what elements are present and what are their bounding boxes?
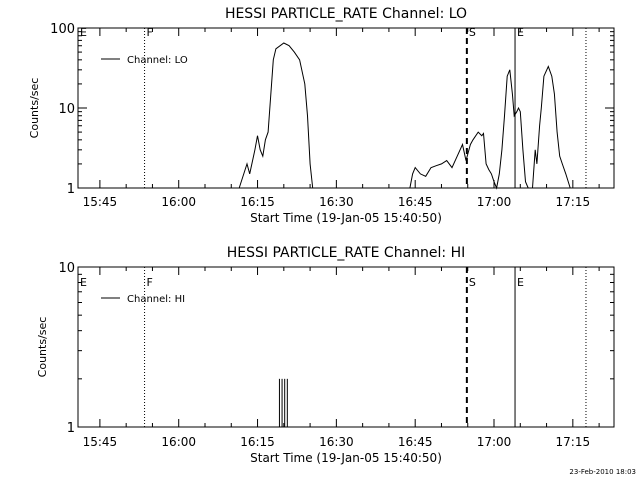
hi-channel-panel: HESSI PARTICLE_RATE Channel: HI Start Tim…	[36, 245, 615, 465]
chart-title: HESSI PARTICLE_RATE Channel: LO	[225, 6, 467, 22]
x-tick-label: 16:45	[398, 435, 433, 449]
plot-timestamp: 23-Feb-2010 18:03	[569, 468, 636, 476]
x-axis-label: Start Time (19-Jan-05 15:40:50)	[250, 451, 442, 465]
y-axis-label: Counts/sec	[36, 317, 49, 378]
x-tick-label: 16:00	[161, 435, 196, 449]
lo-channel-panel: HESSI PARTICLE_RATE Channel: LO Start Tim…	[28, 6, 615, 225]
series-line	[532, 65, 571, 189]
x-tick-label: 17:00	[477, 195, 512, 209]
x-tick-label: 17:00	[477, 435, 512, 449]
event-marker-label: F	[147, 276, 153, 289]
event-marker-label: S	[469, 26, 476, 39]
event-marker-label: E	[80, 276, 87, 289]
event-marker-label: F	[147, 26, 153, 39]
x-tick-label: 16:15	[240, 435, 275, 449]
x-tick-label: 16:15	[240, 195, 275, 209]
x-axis-label: Start Time (19-Jan-05 15:40:50)	[250, 211, 442, 225]
legend-label: Channel: LO	[127, 55, 188, 66]
series-line	[238, 42, 314, 189]
x-tick-label: 16:00	[161, 195, 196, 209]
legend-label: Channel: HI	[127, 294, 185, 305]
chart-title: HESSI PARTICLE_RATE Channel: HI	[227, 245, 465, 261]
x-tick-label: 15:45	[83, 435, 118, 449]
y-tick-label: 10	[58, 102, 75, 117]
x-tick-label: 16:30	[319, 195, 354, 209]
plot-frame	[77, 266, 615, 428]
event-marker-label: E	[517, 26, 524, 39]
plot-frame	[77, 27, 615, 189]
x-tick-label: 16:30	[319, 435, 354, 449]
y-tick-label: 1	[67, 421, 75, 436]
y-tick-label: 100	[50, 22, 75, 37]
event-marker-label: E	[517, 276, 524, 289]
x-tick-label: 17:15	[556, 435, 591, 449]
event-marker-label: S	[469, 276, 476, 289]
x-tick-label: 17:15	[556, 195, 591, 209]
y-tick-label: 10	[58, 261, 75, 276]
x-tick-label: 16:45	[398, 195, 433, 209]
series-line	[409, 69, 529, 190]
y-tick-label: 1	[67, 182, 75, 197]
x-tick-label: 15:45	[83, 195, 118, 209]
event-marker-label: E	[80, 26, 87, 39]
y-axis-label: Counts/sec	[28, 78, 41, 139]
